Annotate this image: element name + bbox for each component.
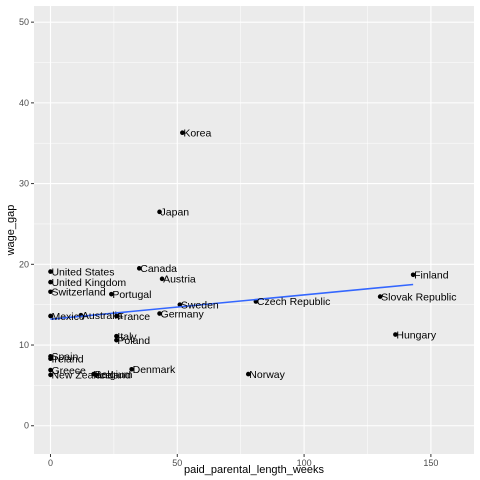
data-point-3 [136, 266, 142, 271]
data-point-23 [48, 372, 53, 378]
point-label-21: Greece [51, 365, 86, 377]
data-point-0 [180, 130, 185, 136]
y-tick-label-5: 50 [19, 17, 29, 27]
trend-line [50, 283, 414, 320]
point-label-18: Poland [117, 335, 150, 347]
data-point-17 [114, 333, 119, 339]
x-tick-label-3: 150 [423, 458, 438, 468]
grid-minor [34, 6, 474, 454]
data-point-16 [393, 332, 398, 337]
point-label-3: Canada [140, 263, 177, 275]
point-label-2: United States [51, 266, 114, 278]
data-point-8 [109, 291, 114, 297]
y-tick-label-2: 20 [19, 259, 29, 269]
point-label-15: Germany [161, 308, 205, 320]
data-point-20 [48, 356, 53, 362]
data-points [48, 130, 416, 378]
data-point-4 [159, 276, 165, 282]
point-label-19: Spain [51, 351, 78, 363]
x-tick-label-2: 100 [297, 458, 312, 468]
point-label-13: Australia [82, 310, 123, 322]
point-label-0: Korea [183, 128, 211, 140]
point-label-25: Iceland [97, 370, 131, 382]
point-label-12: Mexico [51, 311, 84, 323]
data-point-12 [48, 313, 53, 319]
point-label-14: France [117, 311, 150, 323]
data-point-26 [245, 371, 251, 377]
y-tick-label-1: 10 [19, 340, 29, 350]
point-label-8: Portugal [112, 289, 151, 301]
point-label-11: Sweden [181, 299, 219, 311]
point-label-7: Switzerland [51, 287, 105, 299]
data-point-9 [377, 294, 383, 299]
data-point-22 [129, 366, 134, 372]
data-point-2 [48, 269, 53, 274]
y-tick-label-4: 40 [19, 98, 29, 108]
y-axis-title: wage_gap [5, 205, 17, 257]
y-tick-label-3: 30 [19, 179, 29, 189]
point-label-1: Japan [161, 207, 190, 219]
data-point-1 [157, 209, 162, 215]
point-label-9: Slovak Republic [381, 291, 456, 303]
x-axis-title: paid_parental_length_weeks [184, 464, 325, 476]
point-label-26: Norway [249, 369, 285, 381]
y-tick-label-0: 0 [24, 421, 29, 431]
data-point-11 [177, 302, 183, 307]
data-point-15 [157, 311, 162, 316]
data-point-7 [48, 289, 53, 295]
x-tick-label-1: 50 [172, 458, 182, 468]
x-axis-ticks: 0 50 100 150 [48, 454, 438, 468]
point-label-17: Italy [117, 331, 137, 343]
point-label-10: Czech Republic [257, 296, 331, 308]
point-label-23: New Zealand [51, 370, 113, 382]
point-label-6: Finland [414, 270, 449, 282]
data-point-18 [114, 337, 119, 343]
trend-layer [50, 283, 414, 320]
data-point-5 [48, 279, 53, 285]
plot-panel [34, 6, 474, 454]
y-axis-ticks: 0 10 20 30 40 50 [19, 17, 34, 431]
point-label-16: Hungary [396, 329, 436, 341]
x-tick-label-0: 0 [48, 458, 53, 468]
point-label-5: United Kingdom [51, 277, 126, 289]
point-label-20: Ireland [51, 354, 83, 366]
point-label-24: Belgium [95, 369, 133, 381]
data-point-25 [93, 372, 99, 378]
point-label-22: Denmark [133, 364, 176, 376]
grid-major [34, 6, 474, 454]
data-point-21 [48, 367, 53, 373]
data-point-14 [114, 313, 119, 319]
data-point-6 [410, 272, 416, 278]
point-label-4: Austria [163, 274, 196, 286]
